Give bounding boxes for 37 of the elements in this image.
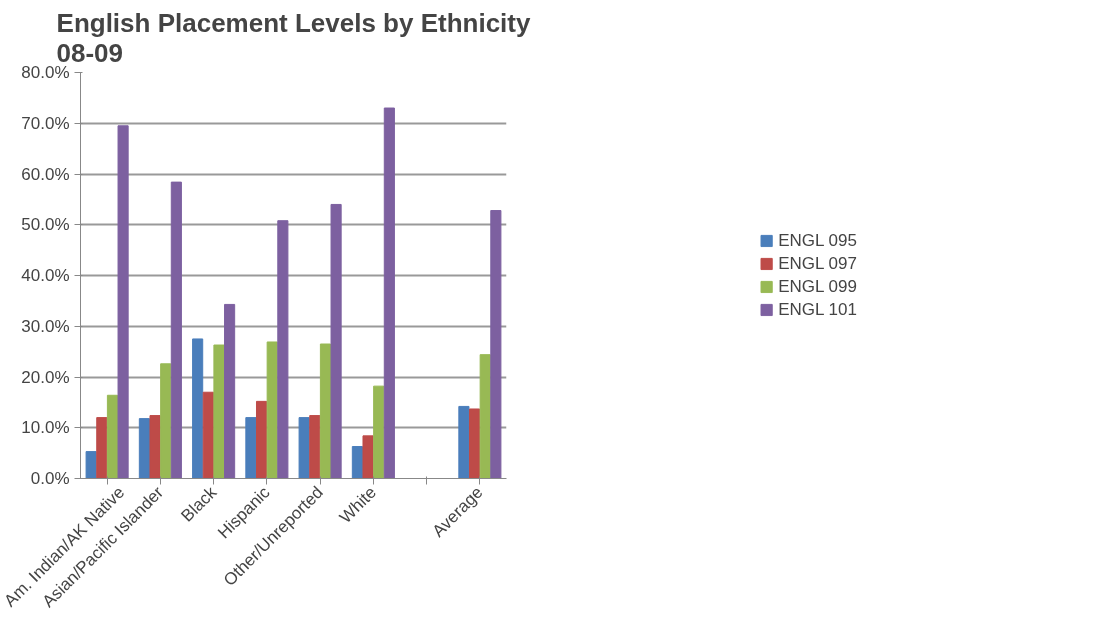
bar (330, 203, 342, 479)
bar (458, 405, 470, 479)
y-tick-label: 50.0% (21, 215, 70, 235)
bar (490, 210, 502, 479)
bar (277, 220, 289, 479)
bar (245, 417, 257, 479)
bar (117, 125, 129, 479)
y-tick-label: 80.0% (21, 63, 70, 82)
y-tick-label: 70.0% (21, 113, 70, 133)
bar (468, 408, 481, 479)
legend-label: ENGL 101 (778, 299, 857, 320)
bar (96, 417, 108, 479)
y-tick-label: 60.0% (21, 164, 70, 184)
bar (138, 418, 150, 479)
bar (298, 417, 310, 479)
y-tick-label: 0.0% (30, 469, 70, 488)
legend-label: ENGL 095 (778, 230, 857, 251)
bar (266, 341, 278, 479)
bar (479, 354, 491, 479)
bar (373, 385, 385, 479)
bar (213, 344, 225, 479)
bar (192, 338, 204, 479)
y-tick-label: 10.0% (21, 418, 70, 438)
y-tick-label: 30.0% (21, 316, 70, 336)
y-tick-label: 40.0% (21, 266, 70, 285)
bar (383, 107, 395, 479)
legend-label: ENGL 099 (778, 276, 857, 297)
y-tick-label: 20.0% (21, 367, 70, 387)
bar (224, 303, 236, 479)
legend-label: ENGL 097 (778, 253, 857, 274)
bar (362, 435, 374, 479)
bar (149, 415, 161, 479)
bar (85, 451, 97, 479)
bar (170, 181, 182, 479)
bar (160, 363, 172, 479)
bar (319, 343, 332, 479)
bar (309, 415, 321, 479)
